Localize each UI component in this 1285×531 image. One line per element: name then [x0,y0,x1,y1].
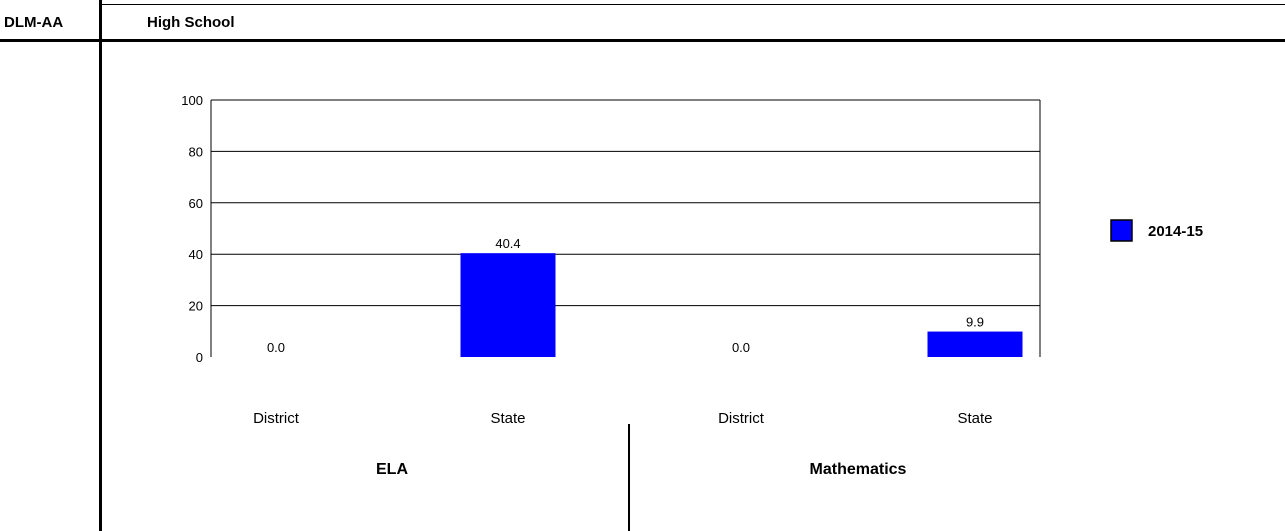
legend-label: 2014-15 [1148,223,1203,240]
y-tick-label: 80 [189,144,203,159]
data-label: 0.0 [267,340,285,355]
legend-swatch [1110,219,1133,242]
x-category-label: State [957,410,992,427]
data-label: 40.4 [495,236,520,251]
assessment-label: DLM-AA [4,14,64,31]
y-tick-label: 100 [181,93,203,108]
bar [460,253,556,357]
school-level-label: High School [147,14,235,31]
y-tick-label: 60 [189,196,203,211]
data-label: 0.0 [732,340,750,355]
data-label: 9.9 [966,315,984,330]
x-category-label: State [490,410,525,427]
x-category-label: District [718,410,765,427]
y-tick-label: 40 [189,247,203,262]
group-divider [628,424,630,531]
left-column-divider [99,0,102,531]
y-tick-label: 20 [189,299,203,314]
header-top-border [99,4,1285,5]
header-bottom-border [0,39,1285,42]
x-category-label: District [253,410,300,427]
group-label: ELA [376,461,408,478]
y-tick-label: 0 [196,350,203,365]
group-label: Mathematics [810,461,907,478]
bar [927,331,1023,357]
